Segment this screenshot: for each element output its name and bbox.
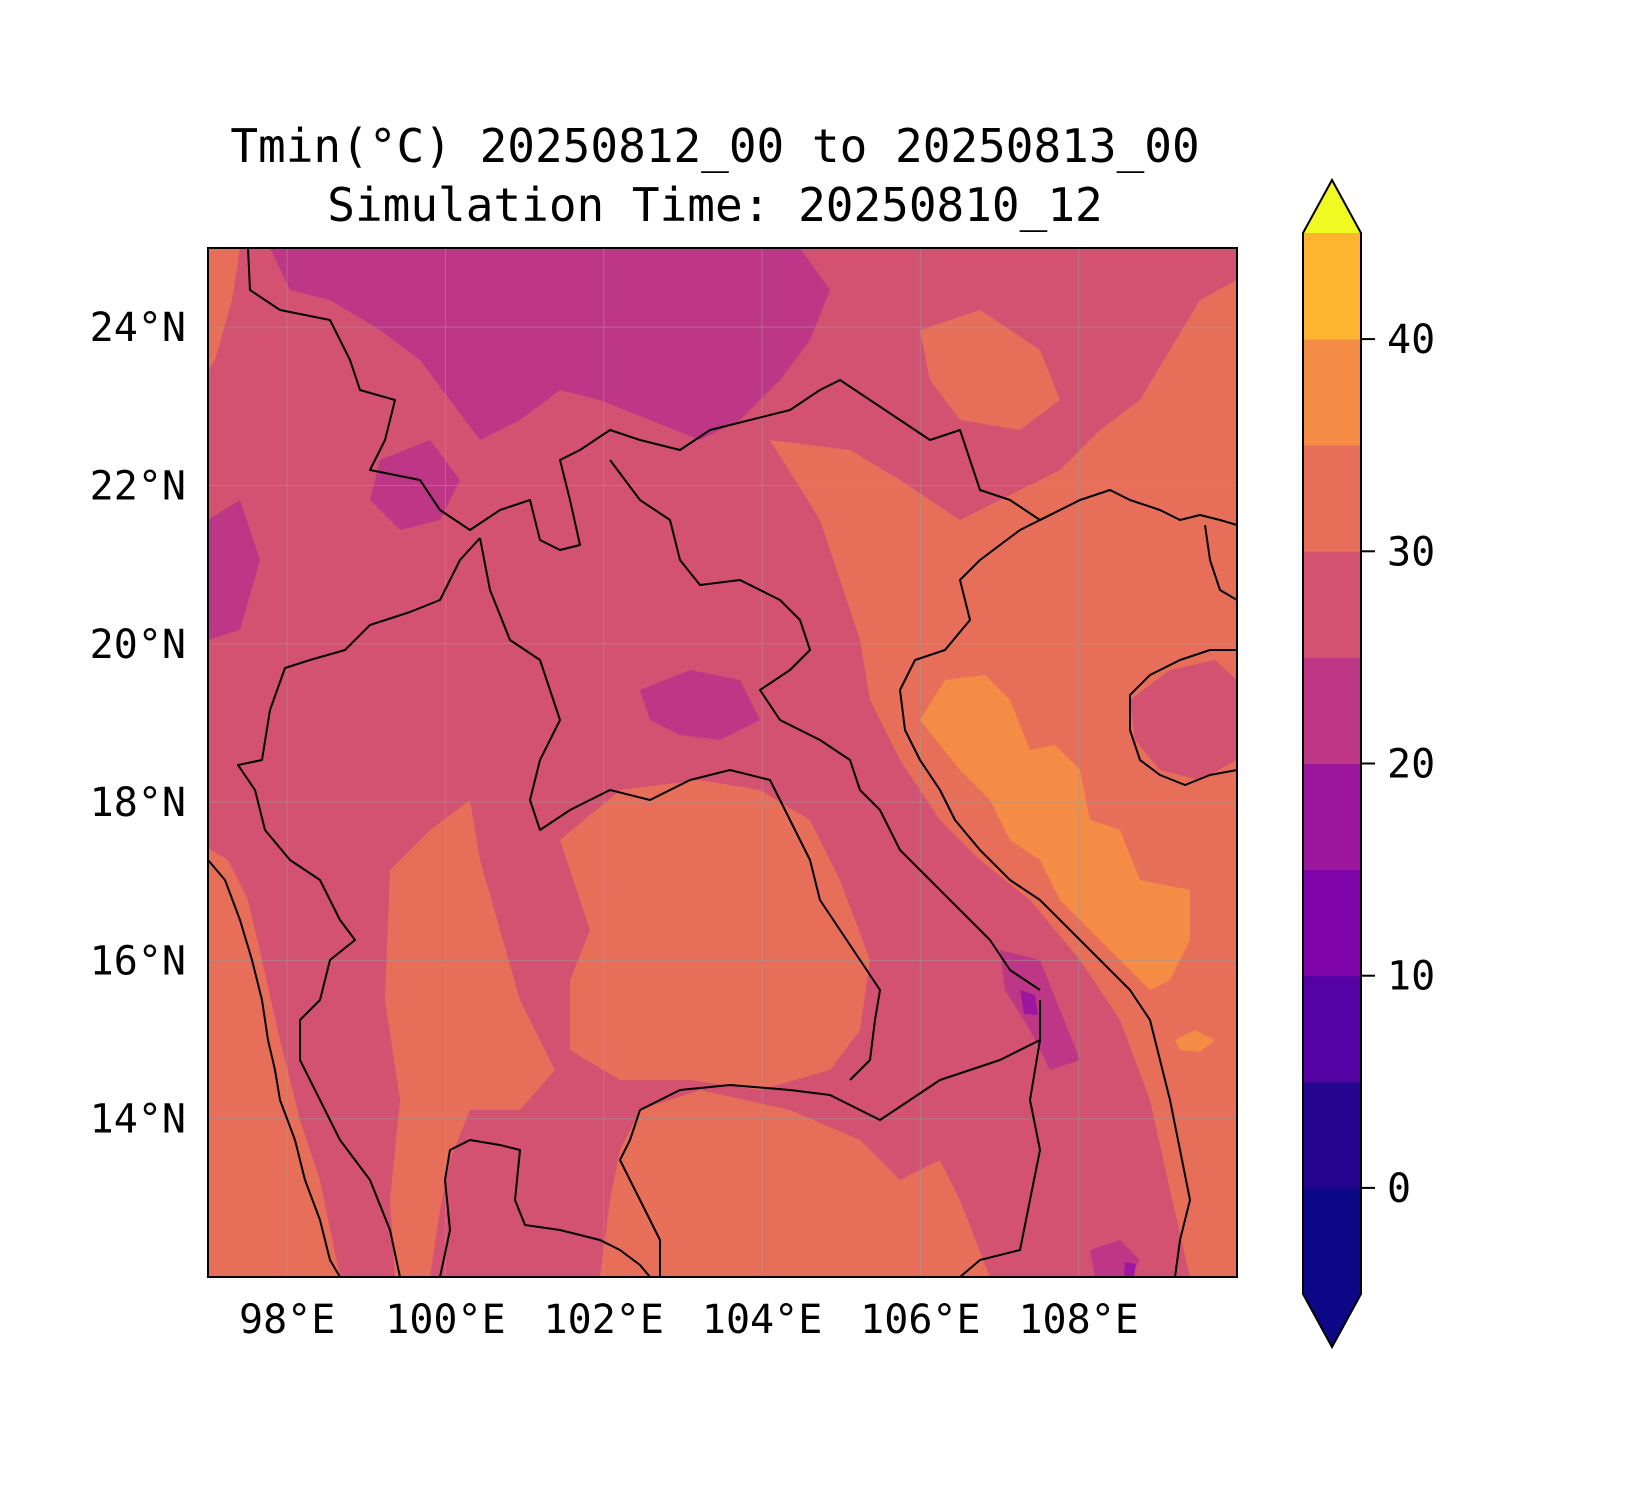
field-guangxi-25-30 (920, 310, 1060, 430)
coast-gulf-thailand (439, 1139, 651, 1277)
border-vietnam-cambodia-south (959, 1039, 1041, 1277)
colorbar-segment (1303, 657, 1361, 764)
field-nw-15-20 (208, 500, 260, 640)
coast-leizhou (1204, 524, 1237, 601)
field-laos-15-20 (640, 670, 760, 740)
field-10-15-a (1020, 990, 1038, 1015)
y-tick-label: 22°N (90, 463, 186, 509)
temperature-field (208, 248, 1237, 1277)
x-axis-ticks: 98°E 100°E 102°E 104°E 106°E 108°E (239, 1297, 1139, 1343)
field-cambodia-25-30 (600, 1090, 990, 1277)
colorbar-tick-label: 0 (1387, 1166, 1411, 1212)
colorbar-tick-label: 10 (1387, 954, 1435, 1000)
border-cambodia-south (619, 1109, 661, 1277)
border-mekong (479, 537, 881, 1081)
field-khorat-25-30 (560, 780, 870, 1090)
y-tick-label: 18°N (90, 780, 186, 826)
border-myanmar-thailand (247, 248, 581, 551)
colorbar: 0 10 20 30 40 (1302, 177, 1435, 1350)
field-hainan-20-25 (1130, 660, 1237, 780)
coast-vietnam-east (899, 509, 1191, 1277)
colorbar-outline (1302, 177, 1362, 1350)
border-thailand-myanmar-west (237, 537, 481, 1277)
map-subtitle: Simulation Time: 20250810_12 (327, 178, 1103, 232)
field-sea-30-35-small (1175, 1030, 1215, 1052)
field-yunnan-15-20 (270, 248, 830, 440)
colorbar-segment (1303, 1187, 1361, 1295)
colorbar-extend-min (1303, 1294, 1361, 1347)
field-10-15-b (1124, 1262, 1136, 1277)
colorbar-segment (1303, 233, 1361, 340)
colorbar-segment (1303, 445, 1361, 552)
coast-andaman (208, 859, 341, 1277)
field-sea-30-35 (920, 675, 1190, 990)
colorbar-segment (1303, 339, 1361, 446)
y-tick-label: 24°N (90, 305, 186, 351)
gridlines (208, 248, 1237, 1277)
colorbar-segment (1303, 975, 1361, 1083)
y-axis-ticks: 14°N 16°N 18°N 20°N 22°N 24°N (90, 305, 186, 1143)
colorbar-extend-max (1303, 180, 1361, 233)
field-thailand-25-30 (385, 800, 555, 1277)
x-tick-label: 102°E (544, 1297, 664, 1343)
x-tick-label: 106°E (860, 1297, 980, 1343)
coast-china-south (1059, 489, 1237, 526)
colorbar-segment (1303, 1081, 1361, 1189)
coastlines-borders (208, 248, 1237, 1277)
field-nw-corner-25-30 (208, 248, 240, 370)
border-cambodia (639, 1000, 1041, 1121)
x-tick-label: 108°E (1018, 1297, 1138, 1343)
colorbar-tick-label: 20 (1387, 742, 1435, 788)
colorbar-tick-label: 30 (1387, 529, 1435, 575)
colorbar-tick-label: 40 (1387, 317, 1435, 363)
colorbar-segment (1303, 763, 1361, 871)
border-laos-vietnam (609, 459, 1041, 991)
x-tick-label: 98°E (239, 1297, 335, 1343)
map-title: Tmin(°C) 20250812_00 to 20250813_00 (230, 119, 1200, 173)
x-tick-label: 104°E (702, 1297, 822, 1343)
x-tick-label: 100°E (385, 1297, 505, 1343)
y-tick-label: 16°N (90, 938, 186, 984)
colorbar-segment (1303, 551, 1361, 658)
y-tick-label: 14°N (90, 1097, 186, 1143)
map-frame (207, 247, 1238, 1278)
colorbar-segment (1303, 869, 1361, 977)
border-laos (579, 379, 1061, 521)
coast-hainan (1129, 649, 1237, 786)
y-tick-label: 20°N (90, 622, 186, 668)
